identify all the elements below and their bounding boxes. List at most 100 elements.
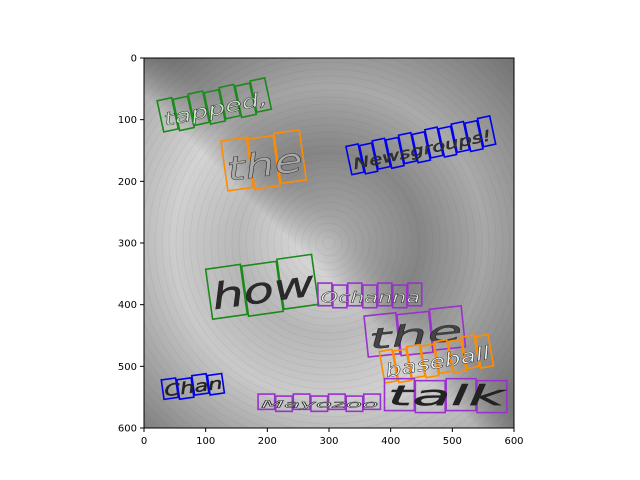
texture-ring	[273, 187, 385, 299]
word-text: Mayozoo	[261, 400, 378, 411]
character-box	[463, 119, 484, 153]
y-axis: 0 100 200 300 400 500 600	[118, 54, 144, 435]
texture-ring	[189, 103, 469, 383]
character-box	[272, 128, 308, 185]
texture-ring	[322, 236, 336, 250]
character-box	[396, 310, 434, 357]
character-box	[371, 137, 392, 171]
texture-ring	[294, 208, 364, 278]
texture-ring	[245, 159, 413, 327]
x-tick-label: 600	[504, 436, 523, 447]
texture-ring	[231, 145, 427, 341]
word-annotation: the	[220, 128, 308, 192]
character-box	[327, 393, 346, 411]
character-box	[397, 131, 418, 165]
character-box	[206, 372, 226, 396]
character-box	[234, 82, 258, 119]
character-box	[344, 142, 366, 176]
y-tick-label: 400	[118, 300, 137, 311]
character-box	[460, 333, 481, 370]
texture-ring	[224, 138, 434, 348]
character-box	[437, 125, 458, 159]
word-annotation: Ochanna	[317, 282, 423, 309]
texture-ring	[280, 194, 378, 292]
character-box	[172, 95, 196, 132]
character-box	[187, 90, 211, 127]
character-box	[204, 263, 249, 321]
character-box	[310, 395, 329, 413]
character-box	[190, 372, 210, 396]
y-tick-label: 300	[118, 239, 137, 250]
character-box	[363, 311, 401, 358]
texture-ring	[252, 166, 406, 320]
word-text: the	[224, 140, 305, 189]
word-annotation: talk	[383, 377, 508, 414]
x-tick-label: 100	[196, 436, 215, 447]
character-box	[405, 343, 426, 380]
texture-ring	[147, 61, 511, 425]
character-box	[377, 282, 393, 307]
character-box	[414, 379, 446, 414]
character-box	[175, 376, 195, 401]
x-tick-label: 200	[258, 436, 277, 447]
texture-ring	[238, 152, 420, 334]
character-box	[362, 284, 378, 309]
character-box	[447, 338, 468, 374]
character-box	[433, 338, 454, 375]
y-tick-label: 200	[118, 177, 137, 188]
character-box	[476, 379, 508, 414]
character-box	[332, 284, 348, 309]
y-tick-label: 500	[118, 362, 137, 373]
character-box	[445, 377, 477, 412]
character-box	[384, 136, 405, 170]
texture-ring	[308, 222, 350, 264]
character-box	[275, 253, 320, 311]
character-box	[240, 260, 285, 318]
character-box	[391, 284, 408, 309]
character-box	[406, 282, 423, 307]
character-box	[160, 377, 180, 401]
character-box	[220, 136, 255, 192]
character-box	[274, 395, 294, 413]
character-box	[347, 282, 363, 307]
character-box	[156, 96, 180, 133]
character-box	[419, 343, 440, 379]
texture-ring	[315, 229, 343, 257]
image-panel: tapped,the Newsgroups!how Ochannathebaseba…	[144, 58, 514, 428]
character-box	[474, 333, 495, 370]
x-tick-label: 300	[319, 436, 338, 447]
y-tick-label: 0	[131, 54, 137, 65]
x-tick-label: 500	[443, 436, 462, 447]
texture-ring	[196, 110, 462, 376]
texture-ring	[217, 131, 441, 355]
word-text: Ochanna	[321, 289, 421, 306]
texture-ring	[301, 215, 357, 271]
character-box	[358, 142, 379, 175]
character-box	[450, 120, 471, 154]
x-tick-label: 400	[381, 436, 400, 447]
character-box	[383, 377, 416, 412]
texture-ring	[259, 173, 399, 313]
word-annotation: Mayozoo	[257, 393, 382, 413]
texture-ring	[203, 117, 455, 369]
texture-ring	[210, 124, 448, 362]
texture-ring	[182, 96, 476, 390]
character-box	[246, 134, 282, 191]
texture-ring	[287, 201, 371, 285]
character-box	[203, 88, 227, 125]
character-box	[476, 114, 497, 148]
character-box	[292, 393, 311, 411]
x-tick-label: 0	[141, 436, 147, 447]
character-box	[392, 347, 413, 384]
character-box	[317, 282, 333, 307]
character-box	[345, 395, 364, 413]
word-text: talk	[388, 381, 508, 412]
character-box	[362, 393, 382, 411]
character-box	[423, 126, 445, 159]
character-box	[257, 393, 276, 411]
character-box	[378, 348, 399, 384]
y-tick-label: 100	[118, 115, 137, 126]
x-axis: 0 100 200 300 400 500 600	[141, 428, 524, 447]
character-box	[218, 83, 242, 120]
